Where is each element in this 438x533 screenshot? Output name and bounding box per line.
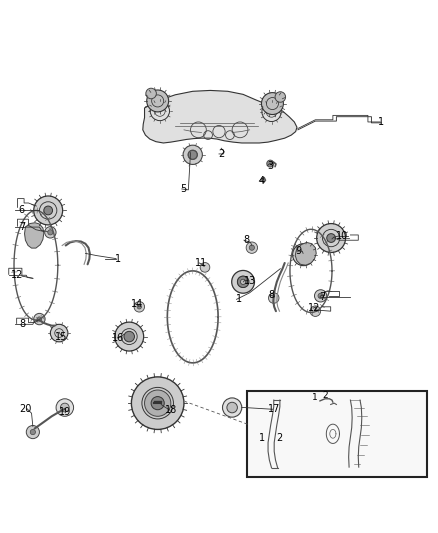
Text: 3: 3 <box>267 161 273 171</box>
Text: 1: 1 <box>236 294 242 304</box>
Circle shape <box>267 160 274 167</box>
Circle shape <box>151 397 164 410</box>
Circle shape <box>183 145 202 165</box>
Text: 8: 8 <box>244 235 250 245</box>
Circle shape <box>44 206 53 215</box>
Text: 13: 13 <box>244 276 257 286</box>
Circle shape <box>37 317 42 321</box>
Polygon shape <box>25 223 44 248</box>
Circle shape <box>310 306 321 317</box>
Circle shape <box>131 377 184 430</box>
Circle shape <box>327 233 336 243</box>
Text: 1: 1 <box>311 393 318 402</box>
Circle shape <box>50 324 68 342</box>
Circle shape <box>34 196 63 225</box>
Circle shape <box>134 302 145 312</box>
Text: 4: 4 <box>258 176 265 186</box>
Circle shape <box>60 403 69 412</box>
Text: 2: 2 <box>276 433 283 443</box>
Circle shape <box>146 88 156 99</box>
Text: 10: 10 <box>336 231 348 241</box>
Circle shape <box>293 244 314 265</box>
Circle shape <box>223 398 242 417</box>
Circle shape <box>237 276 249 287</box>
Text: 12: 12 <box>308 303 321 313</box>
Polygon shape <box>295 243 316 265</box>
Text: 18: 18 <box>165 405 177 415</box>
Circle shape <box>261 93 283 115</box>
Text: 1: 1 <box>378 117 384 127</box>
Text: 17: 17 <box>268 405 281 414</box>
Text: 15: 15 <box>55 332 67 342</box>
Circle shape <box>318 293 323 298</box>
Text: 12: 12 <box>11 270 23 280</box>
Text: 9: 9 <box>296 246 302 256</box>
FancyBboxPatch shape <box>247 391 427 477</box>
Text: 6: 6 <box>19 205 25 215</box>
Circle shape <box>124 332 134 342</box>
Circle shape <box>56 399 74 416</box>
Circle shape <box>200 263 210 272</box>
Text: 7: 7 <box>19 222 25 232</box>
Circle shape <box>268 293 279 303</box>
Text: 2: 2 <box>218 149 224 159</box>
Text: 14: 14 <box>131 298 143 309</box>
Circle shape <box>30 430 35 435</box>
Circle shape <box>232 270 254 293</box>
Text: 11: 11 <box>195 258 208 268</box>
Text: 2: 2 <box>322 391 328 400</box>
Text: 8: 8 <box>268 290 275 300</box>
Text: 8: 8 <box>20 319 26 329</box>
Text: 7: 7 <box>319 292 325 302</box>
Circle shape <box>246 242 258 253</box>
Circle shape <box>34 313 45 325</box>
Text: 16: 16 <box>112 333 124 343</box>
Circle shape <box>188 150 197 159</box>
Text: 20: 20 <box>19 404 32 414</box>
Circle shape <box>240 279 246 285</box>
Circle shape <box>275 92 286 102</box>
Text: 1: 1 <box>115 254 121 264</box>
Polygon shape <box>143 91 297 143</box>
Circle shape <box>227 402 237 413</box>
Circle shape <box>317 223 346 253</box>
Circle shape <box>48 230 53 235</box>
Circle shape <box>26 425 39 439</box>
Circle shape <box>147 90 169 112</box>
Circle shape <box>314 290 327 302</box>
Circle shape <box>137 304 141 309</box>
Circle shape <box>145 390 171 416</box>
Text: 19: 19 <box>59 407 71 417</box>
Circle shape <box>249 245 254 251</box>
Circle shape <box>45 227 56 238</box>
Circle shape <box>115 322 144 351</box>
Text: 5: 5 <box>180 184 186 194</box>
Text: 1: 1 <box>259 433 265 443</box>
